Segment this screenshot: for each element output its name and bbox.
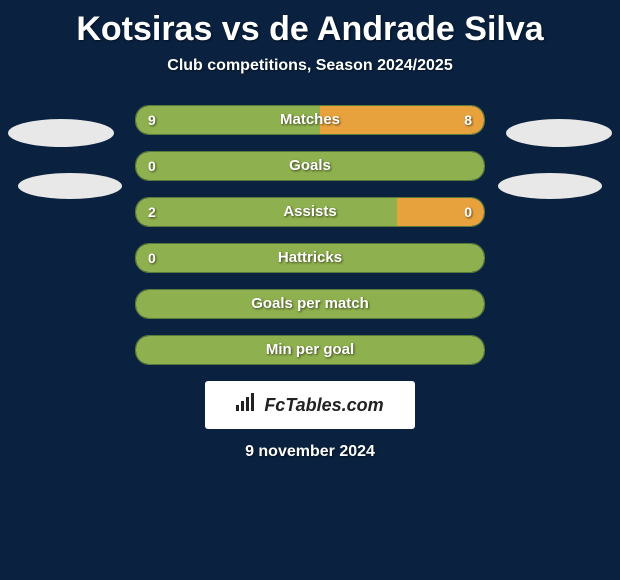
stat-label: Goals: [136, 152, 484, 180]
stat-row: Goals per match: [135, 289, 485, 319]
stat-label: Min per goal: [136, 336, 484, 364]
stat-label: Hattricks: [136, 244, 484, 272]
stat-value-left: 0: [148, 152, 156, 180]
stat-label: Matches: [136, 106, 484, 134]
chart-area: Matches98Goals0Assists20Hattricks0Goals …: [0, 105, 620, 461]
subtitle: Club competitions, Season 2024/2025: [0, 57, 620, 75]
branding-badge: FcTables.com: [205, 381, 415, 429]
chart-icon: [236, 393, 258, 417]
branding-text: FcTables.com: [264, 395, 383, 416]
stat-value-left: 9: [148, 106, 156, 134]
player-left-ellipse-2: [18, 173, 122, 199]
stat-row: Hattricks0: [135, 243, 485, 273]
stat-value-right: 8: [464, 106, 472, 134]
player-right-ellipse-2: [498, 173, 602, 199]
date-text: 9 november 2024: [0, 443, 620, 461]
stat-row: Min per goal: [135, 335, 485, 365]
player-left-ellipse-1: [8, 119, 114, 147]
player-right-ellipse-1: [506, 119, 612, 147]
stat-value-left: 2: [148, 198, 156, 226]
stat-label: Assists: [136, 198, 484, 226]
stat-row: Assists2 0: [135, 197, 485, 227]
page-title: Kotsiras vs de Andrade Silva: [0, 0, 620, 49]
stat-label: Goals per match: [136, 290, 484, 318]
bars-container: Matches98Goals0Assists20Hattricks0Goals …: [135, 105, 485, 365]
stat-value-right: 0: [464, 198, 472, 226]
stat-row: Goals0: [135, 151, 485, 181]
stat-value-left: 0: [148, 244, 156, 272]
stat-row: Matches9 8: [135, 105, 485, 135]
